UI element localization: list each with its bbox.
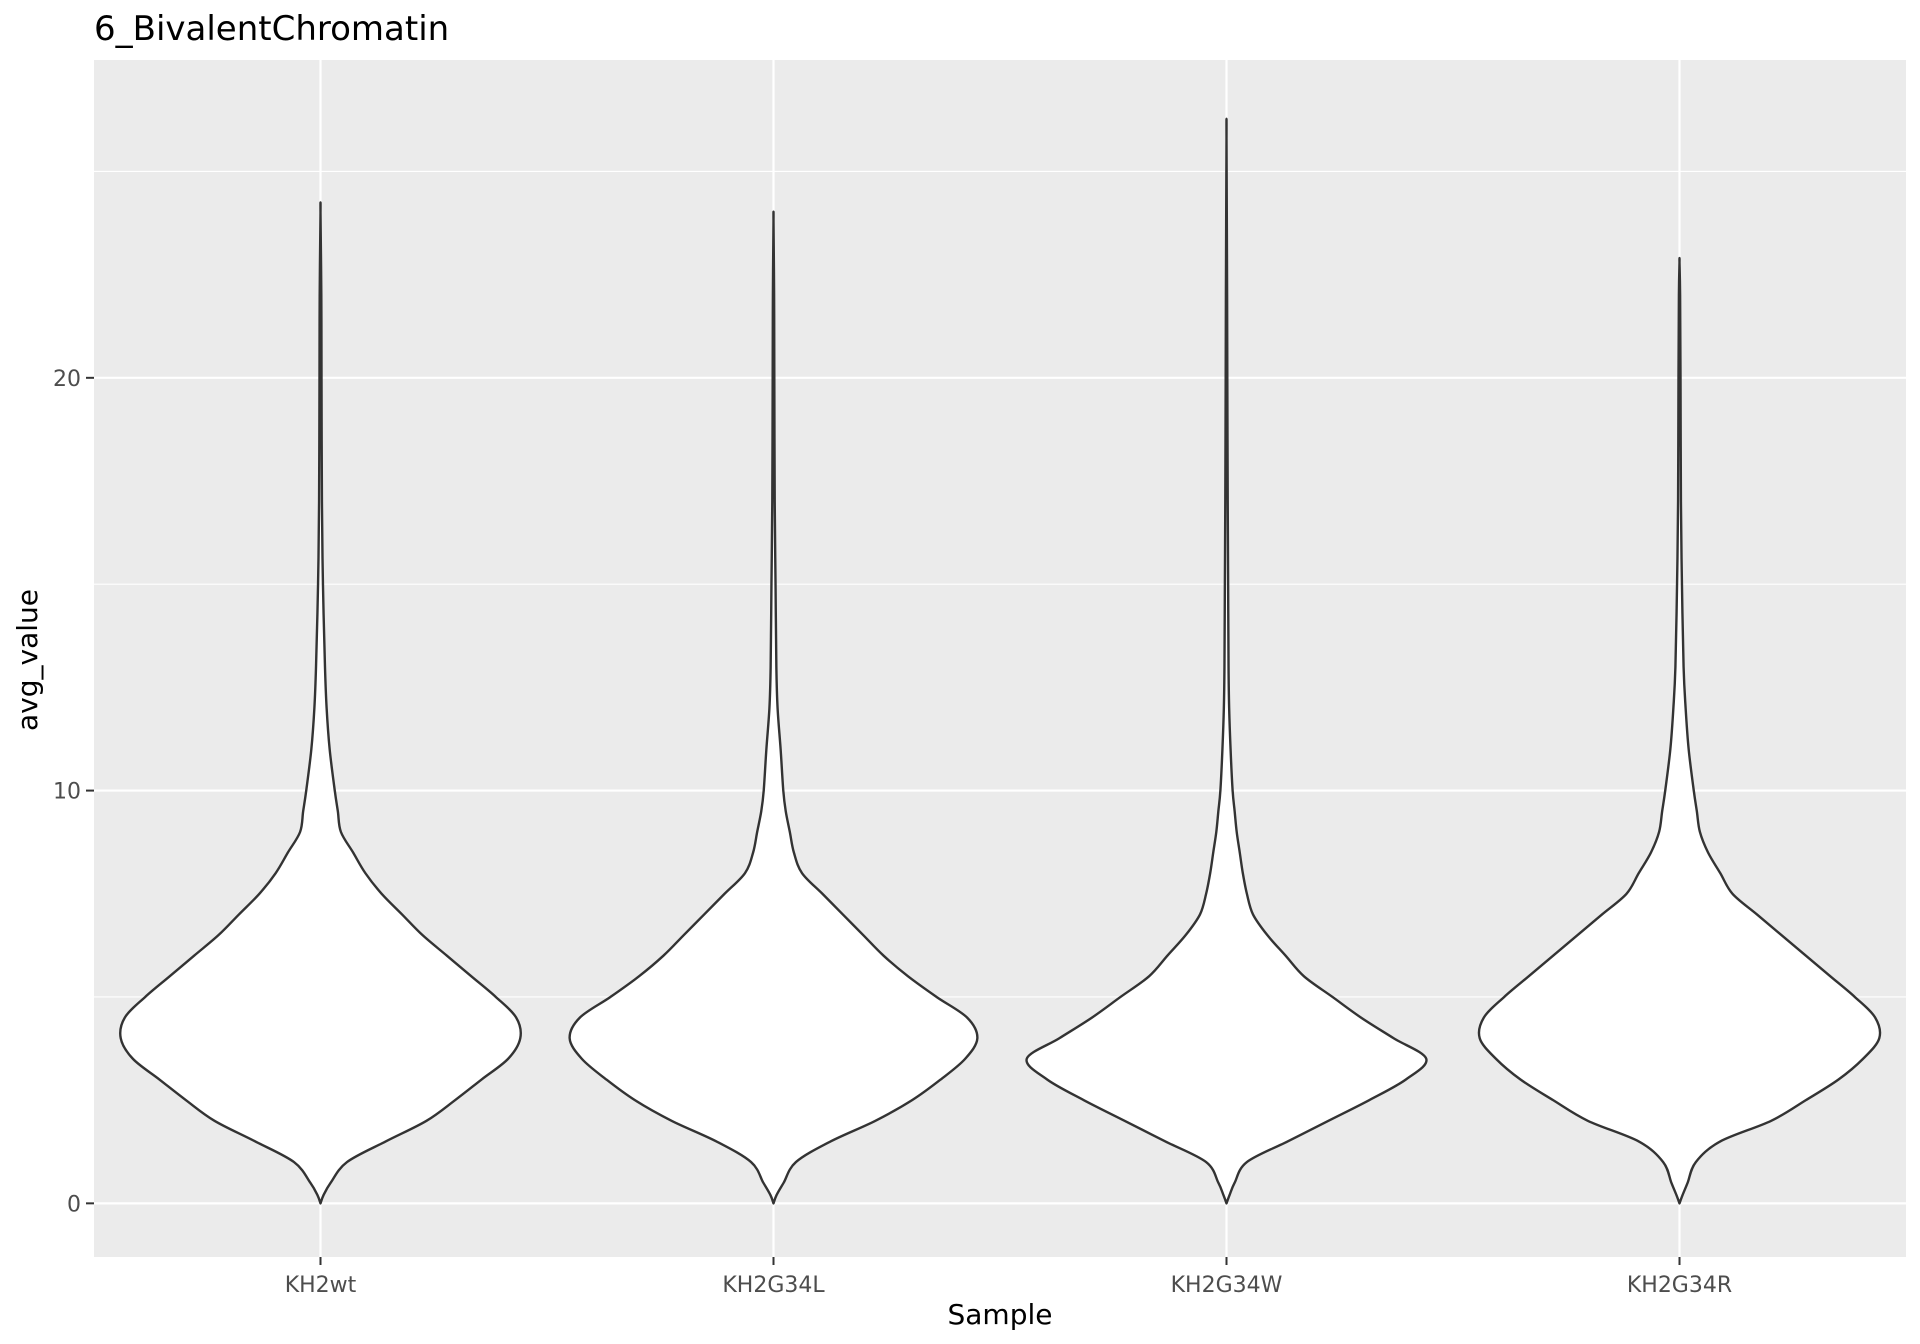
chart-title: 6_BivalentChromatin [94, 9, 449, 49]
violins [119, 117, 1882, 1205]
y-tick-label: 20 [53, 367, 81, 392]
x-axis-title: Sample [948, 1298, 1053, 1331]
x-tick-label: KH2G34W [1171, 1273, 1283, 1298]
violin-kh2g34w [1025, 117, 1428, 1205]
violin-kh2g34l [568, 210, 979, 1205]
violin-kh2wt [119, 201, 522, 1205]
y-axis: 0 10 20 [53, 367, 94, 1217]
y-tick-label: 10 [53, 780, 81, 805]
x-tick-label: KH2wt [285, 1273, 357, 1298]
violin-kh2g34r [1477, 256, 1882, 1205]
x-axis: KH2wt KH2G34L KH2G34W KH2G34R [285, 1257, 1732, 1298]
x-tick-label: KH2G34L [722, 1273, 825, 1298]
x-tick-label: KH2G34R [1627, 1273, 1732, 1298]
y-axis-title: avg_value [11, 589, 44, 731]
y-tick-label: 0 [67, 1192, 81, 1217]
